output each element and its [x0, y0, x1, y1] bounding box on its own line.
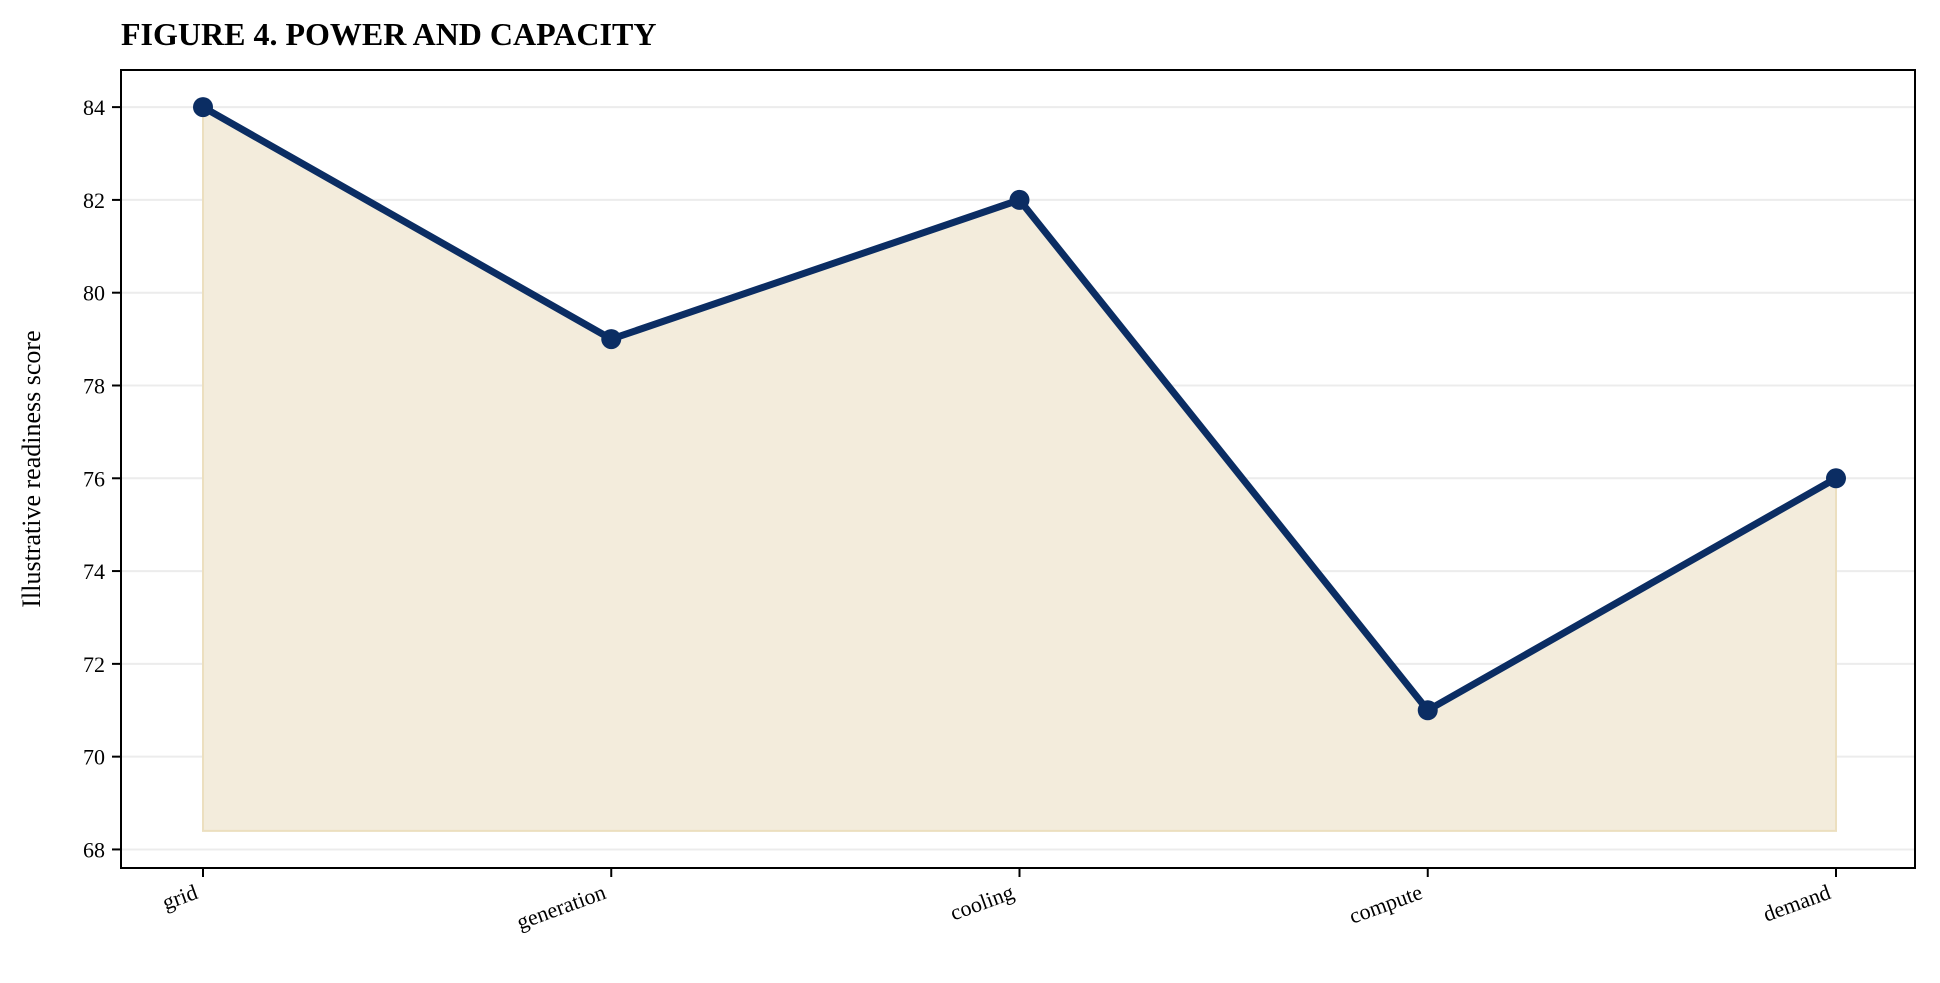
y-tick-label-68: 68	[83, 837, 105, 862]
x-tick-label-cooling: cooling	[947, 879, 1018, 925]
data-point-grid	[193, 97, 213, 118]
plot-frame	[120, 69, 1916, 869]
x-axis-ticks: grid generation cooling compute demand	[159, 868, 1837, 934]
y-axis-ticks: 68 70 72 74 76 78 80 82 84	[83, 95, 121, 862]
y-tick-label-84: 84	[83, 95, 105, 120]
data-point-demand	[1826, 468, 1846, 489]
chart-title: FIGURE 4. POWER AND CAPACITY	[121, 16, 657, 52]
x-tick-label-generation: generation	[513, 879, 609, 934]
data-point-generation	[601, 329, 622, 350]
x-tick-label-demand: demand	[1760, 879, 1834, 926]
data-point-cooling	[1009, 189, 1030, 210]
x-tick-label-grid: grid	[159, 879, 201, 915]
data-points-layer	[193, 97, 1846, 721]
area-fill-layer	[202, 105, 1837, 832]
y-tick-label-82: 82	[83, 188, 105, 213]
y-tick-label-72: 72	[83, 652, 105, 677]
data-point-compute	[1417, 700, 1438, 721]
y-tick-label-70: 70	[83, 745, 105, 770]
area-fill	[202, 105, 1837, 832]
y-tick-label-74: 74	[83, 559, 105, 584]
x-tick-label-compute: compute	[1346, 879, 1426, 928]
y-tick-label-76: 76	[83, 466, 105, 491]
y-tick-label-78: 78	[83, 373, 105, 398]
y-axis-label: Illustrative readiness score	[17, 330, 46, 607]
y-tick-label-80: 80	[83, 281, 105, 306]
